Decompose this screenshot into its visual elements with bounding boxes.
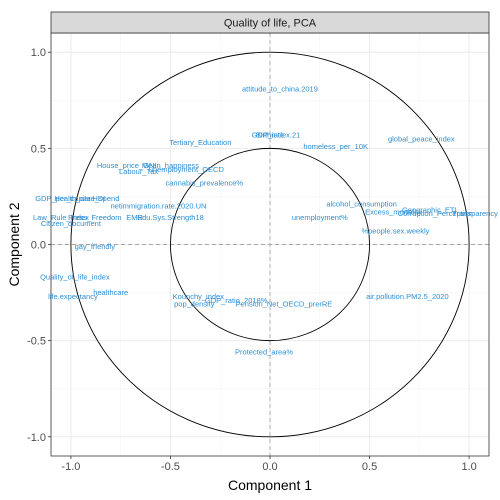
variable-label: life.expectancy: [48, 292, 98, 301]
variable-label: global_peace_index: [388, 134, 455, 143]
variable-label: air.pollution.PM2.5_2020: [366, 292, 449, 301]
variable-label: Kounchy_index: [173, 292, 225, 301]
variable-label: Corruption_Perception: [398, 209, 473, 218]
x-tick-label: 1.0: [461, 461, 476, 473]
variable-label: attitude_to_china.2019: [242, 84, 318, 93]
x-axis-ticks: -1.0 -0.5 0.0 0.5 1.0: [61, 456, 477, 473]
variable-label: %people.sex.weekly: [361, 227, 429, 236]
correlation-circles: [70, 51, 470, 438]
variable-label: Mean_happiness: [142, 161, 199, 170]
variable-label: cannabis_prevalence%: [166, 178, 244, 187]
variable-label: HDI: [92, 194, 105, 203]
variable-label: Excess_mortality: [365, 207, 422, 216]
variable-label: homeless_per_10K: [303, 142, 368, 151]
variable-label: Transparency: [452, 209, 498, 218]
variable-label: Protected_area%: [235, 348, 293, 357]
facet-strip: [50, 11, 490, 34]
variable-label: Press_Freedom: [68, 213, 121, 222]
y-tick-label: 0.0: [31, 240, 46, 252]
variable-label: Citizen_document: [41, 219, 102, 228]
variable-label: healthcare: [93, 288, 128, 297]
variable-label: Birthrate: [256, 130, 284, 139]
y-axis-title: Component 2: [6, 202, 22, 286]
y-tick-label: -0.5: [27, 336, 46, 348]
y-tick-label: 1.0: [31, 47, 46, 59]
x-axis-title: Component 1: [228, 477, 312, 493]
variable-label: Edu.Sys.Strength18: [137, 213, 204, 222]
variable-label: netimmigration.rate.2020.UN: [111, 202, 207, 211]
chart-title: Quality of life, PCA: [224, 18, 317, 30]
y-tick-label: 0.5: [31, 143, 46, 155]
variable-label: alcohol_consumption: [326, 200, 396, 209]
x-tick-label: -1.0: [61, 461, 80, 473]
variable-label: EMR: [126, 213, 143, 222]
variable-label: GDP_index.21: [252, 130, 301, 139]
variable-labels: attitude_to_china.2019 Tertiary_Education…: [33, 84, 498, 356]
variable-label: Law_Rule_Index: [33, 213, 89, 222]
variable-label: unemployment_OECD: [149, 165, 225, 174]
variable-label: unemployment%: [292, 213, 348, 222]
variable-label: gay_friendly: [75, 242, 116, 251]
variable-label: House_price_GNI: [97, 161, 157, 170]
variable-label: Quality_of_life_index: [40, 273, 110, 282]
reference-lines: [51, 33, 489, 456]
variable-label: pop_density: [174, 300, 215, 309]
y-tick-label: -1.0: [27, 432, 46, 444]
variable-label: Tertiary_Education: [169, 138, 231, 147]
variable-label: Pension_Net_OECD_prerRE: [236, 300, 333, 309]
x-tick-label: 0.0: [262, 461, 277, 473]
correlation-circle: [170, 147, 370, 342]
variable-label: Labour_Tax: [119, 167, 158, 176]
correlation-circle: [70, 51, 470, 438]
x-tick-label: -0.5: [161, 461, 180, 473]
y-axis-ticks: -1.0 -0.5 0.0 0.5 1.0: [27, 47, 51, 444]
x-tick-label: 0.5: [362, 461, 377, 473]
variable-label: GDP_per_capita: [35, 194, 91, 203]
variable-label: Health_care_spend: [54, 194, 119, 203]
variable-label: Geographic_ETI: [402, 205, 457, 214]
variable-label: GDP_ratio_2018%: [205, 296, 268, 305]
